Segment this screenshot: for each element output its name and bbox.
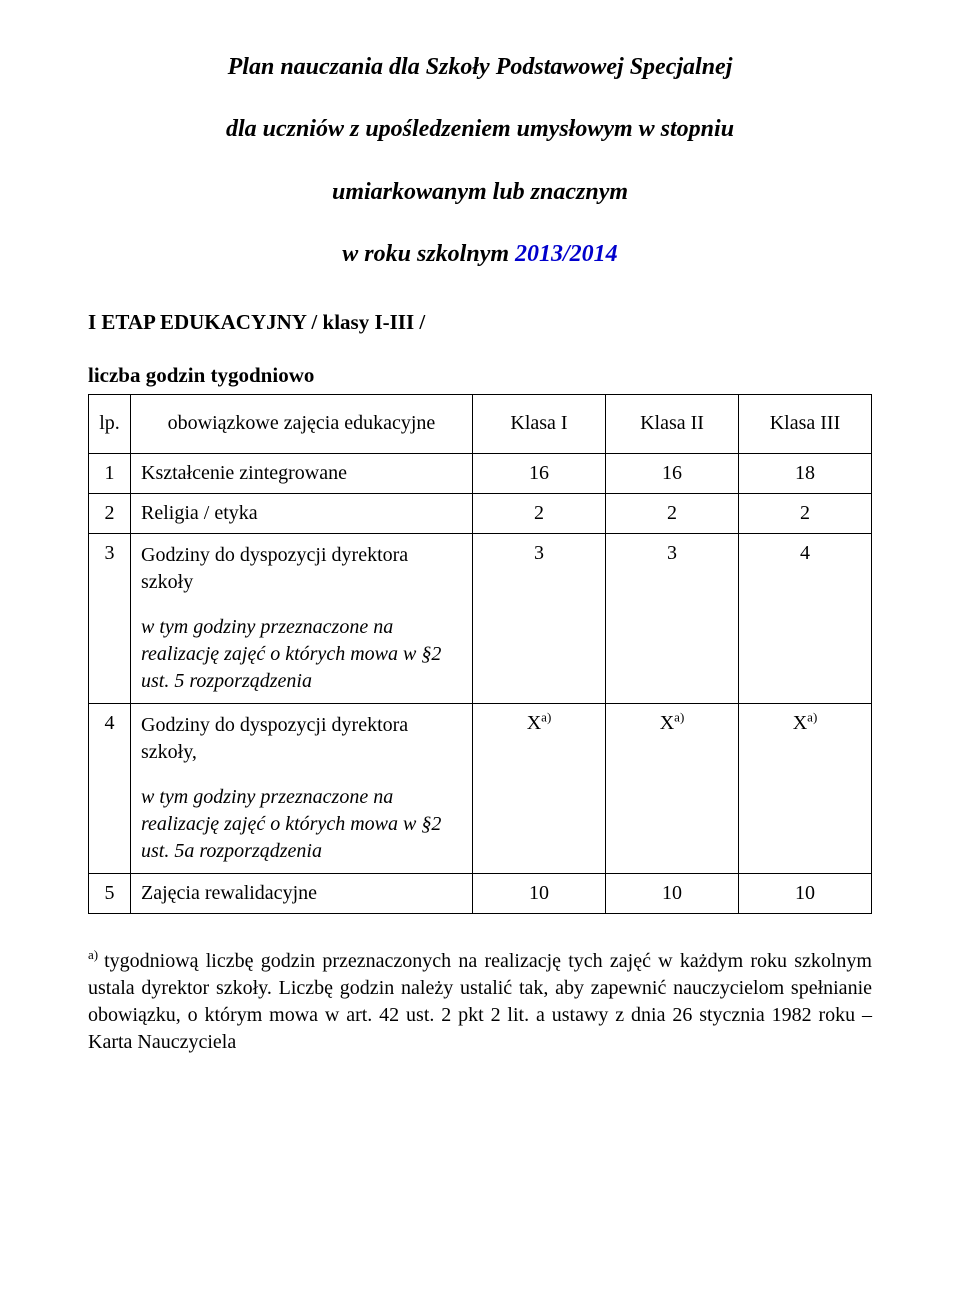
document-page: Plan nauczania dla Szkoły Podstawowej Sp… xyxy=(0,0,960,1297)
cell-k3-base: X xyxy=(793,712,807,734)
cell-k3-sup: a) xyxy=(807,709,817,724)
footnote-marker: a) xyxy=(88,947,98,962)
cell-k2: 16 xyxy=(606,453,739,493)
cell-name: Kształcenie zintegrowane xyxy=(131,453,473,493)
col-lp: lp. xyxy=(89,394,131,453)
cell-k3: Xa) xyxy=(739,703,872,873)
cell-name-sub: w tym godziny przeznaczone na realizację… xyxy=(141,784,462,865)
cell-k1-base: X xyxy=(527,712,541,734)
cell-k2-base: X xyxy=(660,712,674,734)
cell-k2: 2 xyxy=(606,493,739,533)
table-row: 3 Godziny do dyspozycji dyrektora szkoły… xyxy=(89,533,872,703)
cell-lp: 5 xyxy=(89,873,131,913)
cell-k1: 16 xyxy=(473,453,606,493)
col-klasa-3: Klasa III xyxy=(739,394,872,453)
footnote-text: tygodniową liczbę godzin przeznaczonych … xyxy=(88,950,872,1053)
cell-k3: 2 xyxy=(739,493,872,533)
cell-k1: Xa) xyxy=(473,703,606,873)
cell-k1-sup: a) xyxy=(541,709,551,724)
cell-name-main: Godziny do dyspozycji dyrektora szkoły xyxy=(141,544,408,593)
plan-table: lp. obowiązkowe zajęcia edukacyjne Klasa… xyxy=(88,394,872,914)
cell-name: Godziny do dyspozycji dyrektora szkoły w… xyxy=(131,533,473,703)
cell-name-main: Godziny do dyspozycji dyrektora szkoły, xyxy=(141,714,408,763)
cell-name: Religia / etyka xyxy=(131,493,473,533)
col-klasa-1: Klasa I xyxy=(473,394,606,453)
title-line-1: Plan nauczania dla Szkoły Podstawowej Sp… xyxy=(88,48,872,86)
title-line-4: w roku szkolnym 2013/2014 xyxy=(88,235,872,273)
title-line-3: umiarkowanym lub znacznym xyxy=(88,173,872,211)
cell-name: Godziny do dyspozycji dyrektora szkoły, … xyxy=(131,703,473,873)
cell-k2: 10 xyxy=(606,873,739,913)
cell-k2-sup: a) xyxy=(674,709,684,724)
col-name: obowiązkowe zajęcia edukacyjne xyxy=(131,394,473,453)
table-row: 1 Kształcenie zintegrowane 16 16 18 xyxy=(89,453,872,493)
col-klasa-2: Klasa II xyxy=(606,394,739,453)
cell-lp: 2 xyxy=(89,493,131,533)
etap-heading: I ETAP EDUKACYJNY / klasy I-III / xyxy=(88,310,872,335)
table-row: 2 Religia / etyka 2 2 2 xyxy=(89,493,872,533)
cell-name-sub: w tym godziny przeznaczone na realizację… xyxy=(141,614,462,695)
title-year-prefix: w roku szkolnym xyxy=(342,241,515,267)
table-row: 4 Godziny do dyspozycji dyrektora szkoły… xyxy=(89,703,872,873)
title-block: Plan nauczania dla Szkoły Podstawowej Sp… xyxy=(88,48,872,274)
table-caption: liczba godzin tygodniowo xyxy=(88,363,872,388)
table-header-row: lp. obowiązkowe zajęcia edukacyjne Klasa… xyxy=(89,394,872,453)
cell-k1: 3 xyxy=(473,533,606,703)
cell-k1: 2 xyxy=(473,493,606,533)
cell-lp: 4 xyxy=(89,703,131,873)
title-line-2: dla uczniów z upośledzeniem umysłowym w … xyxy=(88,110,872,148)
cell-k1: 10 xyxy=(473,873,606,913)
table-row: 5 Zajęcia rewalidacyjne 10 10 10 xyxy=(89,873,872,913)
cell-k2: 3 xyxy=(606,533,739,703)
footnote: a)tygodniową liczbę godzin przeznaczonyc… xyxy=(88,948,872,1056)
cell-k3: 4 xyxy=(739,533,872,703)
cell-lp: 1 xyxy=(89,453,131,493)
cell-name: Zajęcia rewalidacyjne xyxy=(131,873,473,913)
cell-k3: 18 xyxy=(739,453,872,493)
cell-k2: Xa) xyxy=(606,703,739,873)
title-year: 2013/2014 xyxy=(515,241,618,267)
cell-k3: 10 xyxy=(739,873,872,913)
cell-lp: 3 xyxy=(89,533,131,703)
